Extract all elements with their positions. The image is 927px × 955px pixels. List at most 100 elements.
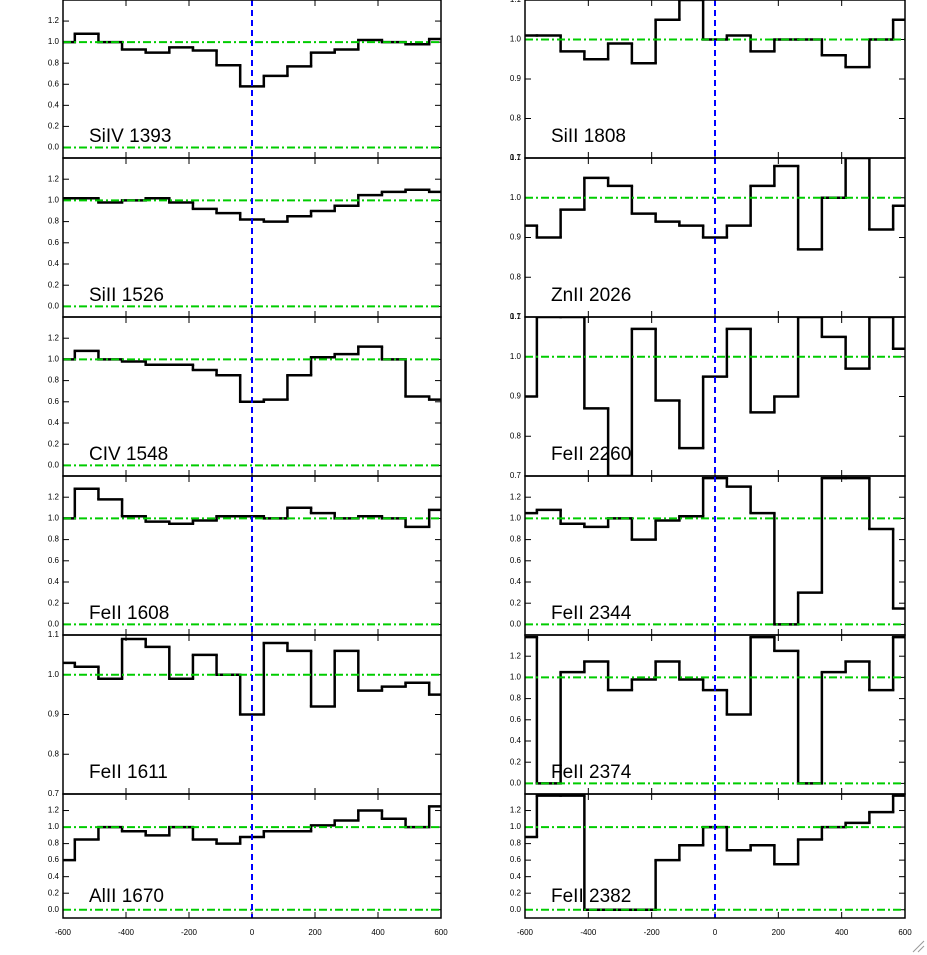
y-tick-label: 0.4 [48,577,60,586]
y-tick-label: 1.1 [510,153,522,162]
y-tick-label: 0.6 [510,715,522,724]
y-tick-label: 1.2 [48,16,60,25]
panel-label: FeII 2344 [551,603,632,624]
y-tick-label: 0.0 [48,620,60,629]
step-riser [535,478,895,625]
y-tick-label: 0.2 [48,122,60,131]
y-tick-label: 0.2 [510,598,522,607]
y-tick-label: 1.0 [510,35,522,44]
y-tick-label: 0.8 [510,535,522,544]
panel-frame [524,793,906,919]
x-tick-label: 0 [713,928,718,937]
x-tick-label: -600 [55,928,72,937]
y-tick-label: 0.8 [48,749,60,758]
panel-label: FeII 1611 [89,762,168,783]
panel-label: FeII 2260 [551,444,631,465]
y-tick-label: 0.8 [48,217,60,226]
y-tick-label: 0.6 [510,556,522,565]
step-riser [73,806,431,861]
plot-area [525,635,905,794]
panel-label: FeII 2382 [551,886,631,907]
x-tick-label: 400 [835,928,849,937]
y-tick-label: 1.0 [510,514,522,523]
y-tick-label: 0.7 [48,789,60,798]
panel-label: SiII 1808 [551,126,626,147]
y-tick-label: 0.2 [510,888,522,897]
y-tick-label: 0.2 [48,439,60,448]
y-tick-label: 0.6 [48,397,60,406]
plot-area [525,476,905,635]
x-tick-label: -400 [580,928,597,937]
y-tick-label: 1.0 [510,673,522,682]
plot-area [525,158,905,317]
resize-grip [912,940,925,953]
plot-area [63,158,441,317]
y-tick-label: 0.8 [48,58,60,67]
y-tick-label: 1.2 [510,651,522,660]
x-tick-label: -600 [517,928,534,937]
plot-area [525,794,905,918]
panel-label: SiIV 1393 [89,126,171,147]
y-tick-label: 0.8 [48,839,60,848]
y-tick-label: 1.1 [510,312,522,321]
y-tick-label: 0.7 [510,312,522,321]
step-riser [535,795,895,910]
x-tick-label: 200 [772,928,786,937]
y-tick-label: 0.4 [48,259,60,268]
y-tick-label: 0.6 [48,556,60,565]
y-tick-label: 0.2 [48,598,60,607]
panel-frame [62,793,442,919]
panel-label: ZnII 2026 [551,285,631,306]
y-tick-label: 0.7 [510,153,522,162]
y-tick-label: 1.0 [48,196,60,205]
y-tick-label: 0.2 [510,757,522,766]
step-riser [73,33,431,87]
y-tick-label: 0.8 [510,272,522,281]
y-tick-label: 1.2 [48,806,60,815]
y-tick-label: 0.9 [510,233,522,242]
x-tick-label: 200 [308,928,322,937]
y-tick-label: 0.8 [48,376,60,385]
y-tick-label: 0.0 [510,620,522,629]
x-tick-label: -200 [644,928,661,937]
y-tick-label: 0.0 [48,302,60,311]
plot-area [525,0,905,158]
y-tick-label: 0.0 [48,905,60,914]
y-tick-label: 0.6 [510,855,522,864]
y-tick-label: 0.6 [48,855,60,864]
y-tick-label: 1.0 [48,822,60,831]
y-tick-label: 1.0 [510,822,522,831]
y-tick-label: 0.8 [510,839,522,848]
x-tick-label: 400 [371,928,385,937]
y-tick-label: 1.0 [510,352,522,361]
y-tick-label: 0.4 [510,736,522,745]
panel-label: SiII 1526 [89,285,164,306]
plot-area [63,0,441,158]
step-riser [73,638,431,715]
y-tick-label: 1.2 [48,174,60,183]
y-tick-label: 1.2 [48,333,60,342]
plot-area [63,794,441,918]
y-tick-label: 0.9 [510,74,522,83]
y-tick-label: 0.0 [48,143,60,152]
y-tick-label: 1.0 [510,193,522,202]
y-tick-label: 1.2 [48,492,60,501]
x-tick-label: 0 [250,928,255,937]
panel-label: CIV 1548 [89,444,168,465]
step-riser [73,346,431,402]
y-tick-label: 0.4 [48,418,60,427]
plot-area [525,317,905,476]
y-tick-label: 0.4 [510,872,522,881]
step-riser [535,158,895,250]
y-tick-label: 1.1 [510,0,522,4]
y-tick-label: 1.0 [48,355,60,364]
y-tick-label: 1.0 [48,37,60,46]
plot-area [63,635,441,794]
panel-label: FeII 2374 [551,762,632,783]
y-tick-label: 0.4 [48,872,60,881]
y-tick-label: 0.8 [48,535,60,544]
plot-area [63,476,441,635]
x-tick-label: -200 [181,928,198,937]
